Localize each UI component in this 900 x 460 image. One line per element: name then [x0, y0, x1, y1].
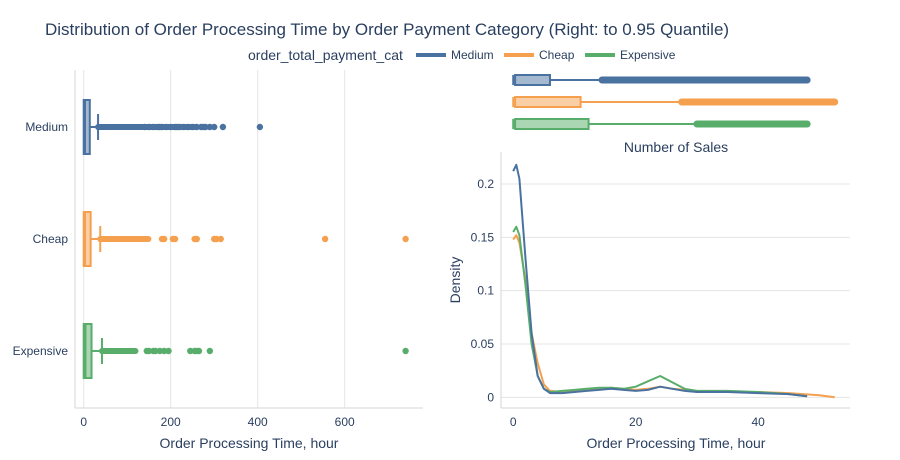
legend-label-cheap: Cheap — [539, 48, 575, 62]
left-outlier-medium-20 — [219, 123, 227, 131]
left-x-tick-0: 0 — [80, 415, 87, 429]
right-y-tick-2: 0.1 — [477, 284, 494, 298]
left-outlier-medium-21 — [256, 123, 264, 131]
left-boxplot-panel: 0 200 400 600 Medium Cheap Expensive Order Pr… — [13, 70, 423, 451]
left-box-cheap — [82, 211, 92, 267]
right-y-tick-1: 0.05 — [471, 337, 495, 351]
left-x-ticks: 0 200 400 600 — [80, 415, 355, 429]
left-outlier-expensive-10 — [195, 347, 203, 355]
left-outlier-expensive-12 — [402, 347, 409, 355]
top-box-medium — [514, 74, 551, 86]
left-x-tick-200: 200 — [161, 415, 181, 429]
right-density-panel: Number of Sales 0 20 40 0 0.05 0.1 0.15 0.2 Or… — [447, 139, 850, 451]
right-x-tick-20: 20 — [629, 415, 643, 429]
right-x-tick-0: 0 — [510, 415, 517, 429]
legend-title: order_total_payment_cat — [248, 47, 403, 63]
left-y-tick-expensive: Expensive — [13, 344, 69, 358]
legend-label-medium: Medium — [451, 48, 494, 62]
left-outlier-medium-19 — [211, 123, 218, 131]
left-x-axis-title: Order Processing Time, hour — [160, 435, 339, 451]
legend-label-expensive: Expensive — [620, 48, 676, 62]
legend: order_total_payment_cat Medium Cheap Exp… — [248, 47, 676, 63]
left-box-medium — [82, 99, 91, 155]
left-outlier-cheap-9 — [321, 235, 329, 243]
density-line-expensive — [512, 225, 808, 398]
right-gridlines — [501, 183, 850, 398]
left-y-tick-cheap: Cheap — [33, 232, 69, 246]
right-x-tick-40: 40 — [751, 415, 765, 429]
top-box-expensive — [514, 118, 590, 130]
left-outlier-cheap-8 — [217, 235, 224, 243]
right-y-axis-title: Density — [447, 257, 463, 304]
right-x-ticks: 0 20 40 — [510, 415, 765, 429]
right-x-axis-title: Order Processing Time, hour — [587, 435, 766, 451]
legend-item-medium[interactable]: Medium — [416, 48, 494, 62]
left-outlier-cheap-1 — [160, 235, 168, 243]
legend-item-cheap[interactable]: Cheap — [504, 48, 575, 62]
right-y-tick-3: 0.15 — [471, 230, 495, 244]
left-outlier-cheap-3 — [171, 235, 179, 243]
left-outlier-cheap-10 — [402, 235, 409, 243]
left-outlier-expensive-6 — [165, 347, 172, 355]
legend-item-expensive[interactable]: Expensive — [585, 48, 676, 62]
left-y-tick-medium: Medium — [25, 120, 68, 134]
density-line-medium — [512, 163, 808, 398]
left-y-ticks: Medium Cheap Expensive — [13, 120, 69, 358]
right-y-ticks: 0 0.05 0.1 0.15 0.2 — [471, 177, 495, 404]
left-outlier-cheap-5 — [193, 235, 200, 243]
chart-title: Distribution of Order Processing Time by… — [45, 20, 729, 39]
density-subplot-title: Number of Sales — [624, 139, 728, 155]
top-box-cheap — [514, 96, 582, 108]
left-boxes — [82, 99, 409, 379]
left-box-expensive — [82, 323, 93, 379]
right-top-boxplot-panel — [512, 74, 839, 130]
right-y-tick-0: 0 — [487, 390, 494, 404]
left-x-tick-600: 600 — [335, 415, 355, 429]
left-x-tick-400: 400 — [248, 415, 268, 429]
left-outlier-expensive-11 — [206, 347, 214, 355]
right-y-tick-4: 0.2 — [477, 177, 494, 191]
density-line-cheap — [512, 234, 835, 399]
density-lines — [512, 163, 835, 399]
